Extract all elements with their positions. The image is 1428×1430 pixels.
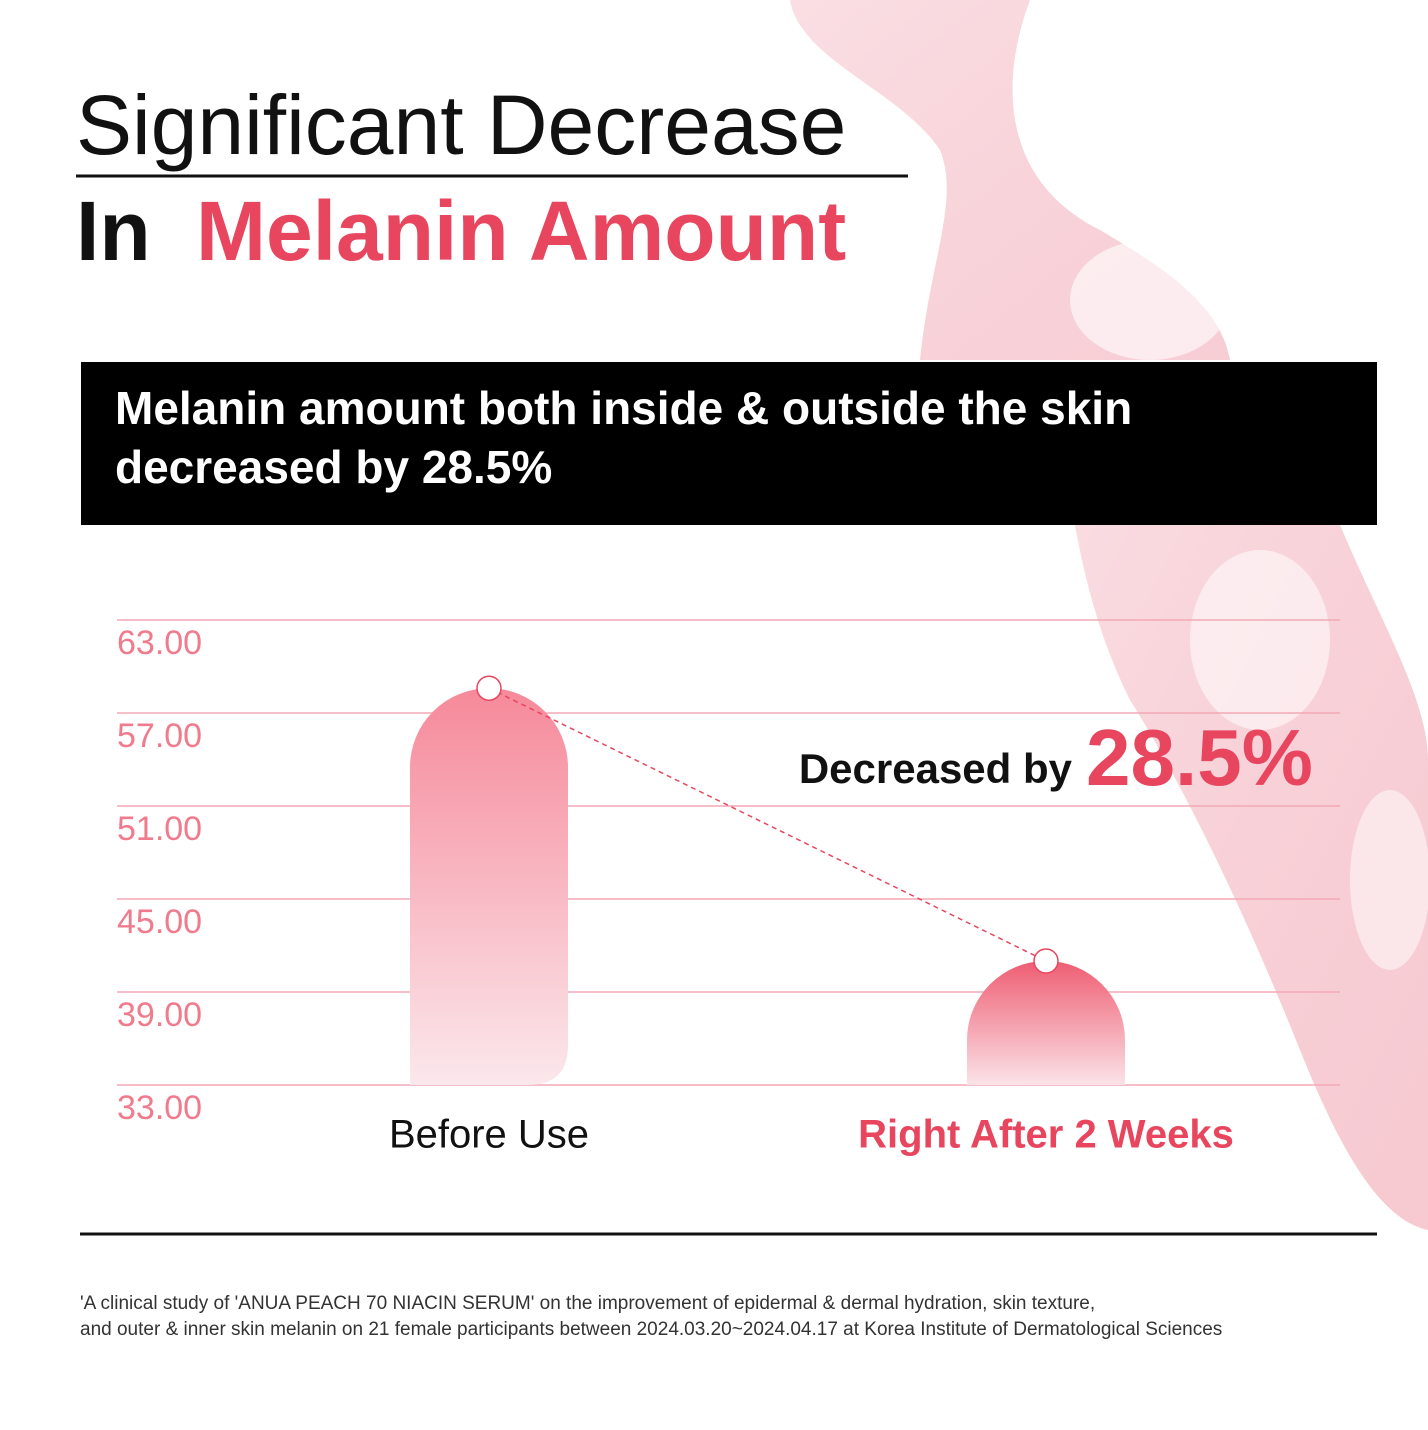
summary-box: [81, 362, 1377, 525]
y-tick-label: 51.00: [117, 810, 202, 848]
y-tick-label: 45.00: [117, 903, 202, 941]
bar: [967, 961, 1125, 1085]
summary-line: Melanin amount both inside & outside the…: [115, 382, 1132, 434]
x-tick-label: Right After 2 Weeks: [858, 1113, 1234, 1157]
x-tick-label: Before Use: [389, 1113, 589, 1157]
footnote: and outer & inner skin melanin on 21 fem…: [80, 1319, 1222, 1340]
y-tick-label: 63.00: [117, 624, 202, 662]
title-prefix: In: [76, 184, 151, 278]
summary-line: decreased by 28.5%: [115, 441, 552, 493]
title-highlight: Melanin Amount: [196, 184, 846, 278]
point: [1033, 948, 1059, 974]
y-tick-label: 57.00: [117, 717, 202, 755]
y-tick-label: 39.00: [117, 996, 202, 1034]
point: [476, 675, 502, 701]
chart: 33.00 39.00 45.00 51.00 57.00 63.00 Before Use…: [117, 619, 1340, 1157]
title-line: Significant Decrease: [76, 78, 846, 172]
trend-line: [488, 687, 1047, 962]
footnote: 'A clinical study of 'ANUA PEACH 70 NIAC…: [80, 1293, 1095, 1314]
bar: [410, 688, 568, 1085]
title-line: In Melanin Amount: [76, 184, 846, 278]
annotation-text: Decreased by: [799, 745, 1073, 792]
annotation-value: 28.5%: [1086, 713, 1313, 802]
serum-decoration: [790, 0, 1428, 1230]
y-tick-label: 33.00: [117, 1089, 202, 1127]
